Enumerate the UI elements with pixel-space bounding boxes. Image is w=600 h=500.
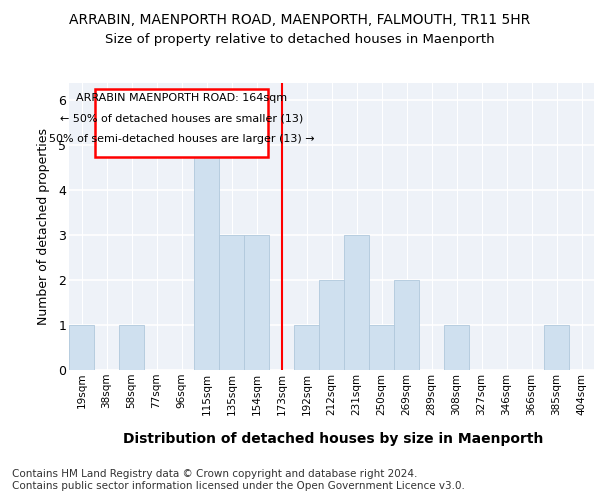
Bar (444, 325, 469, 370)
Text: Size of property relative to detached houses in Maenporth: Size of property relative to detached ho… (105, 32, 495, 46)
Bar (219, 235, 244, 370)
Bar (319, 280, 344, 370)
Text: Distribution of detached houses by size in Maenporth: Distribution of detached houses by size … (123, 432, 543, 446)
Bar (69, 325, 94, 370)
Bar (119, 325, 144, 370)
Text: ARRABIN MAENPORTH ROAD: 164sqm: ARRABIN MAENPORTH ROAD: 164sqm (76, 94, 287, 104)
Bar (244, 235, 269, 370)
Y-axis label: Number of detached properties: Number of detached properties (37, 128, 50, 325)
Text: ← 50% of detached houses are smaller (13): ← 50% of detached houses are smaller (13… (60, 114, 303, 124)
Text: 50% of semi-detached houses are larger (13) →: 50% of semi-detached houses are larger (… (49, 134, 314, 144)
Bar (544, 325, 569, 370)
Bar (344, 235, 369, 370)
Bar (294, 325, 319, 370)
Text: Contains public sector information licensed under the Open Government Licence v3: Contains public sector information licen… (12, 481, 465, 491)
Bar (394, 280, 419, 370)
FancyBboxPatch shape (95, 89, 268, 156)
Bar (194, 146, 219, 370)
Text: Contains HM Land Registry data © Crown copyright and database right 2024.: Contains HM Land Registry data © Crown c… (12, 469, 418, 479)
Bar (369, 325, 394, 370)
Text: ARRABIN, MAENPORTH ROAD, MAENPORTH, FALMOUTH, TR11 5HR: ARRABIN, MAENPORTH ROAD, MAENPORTH, FALM… (70, 12, 530, 26)
